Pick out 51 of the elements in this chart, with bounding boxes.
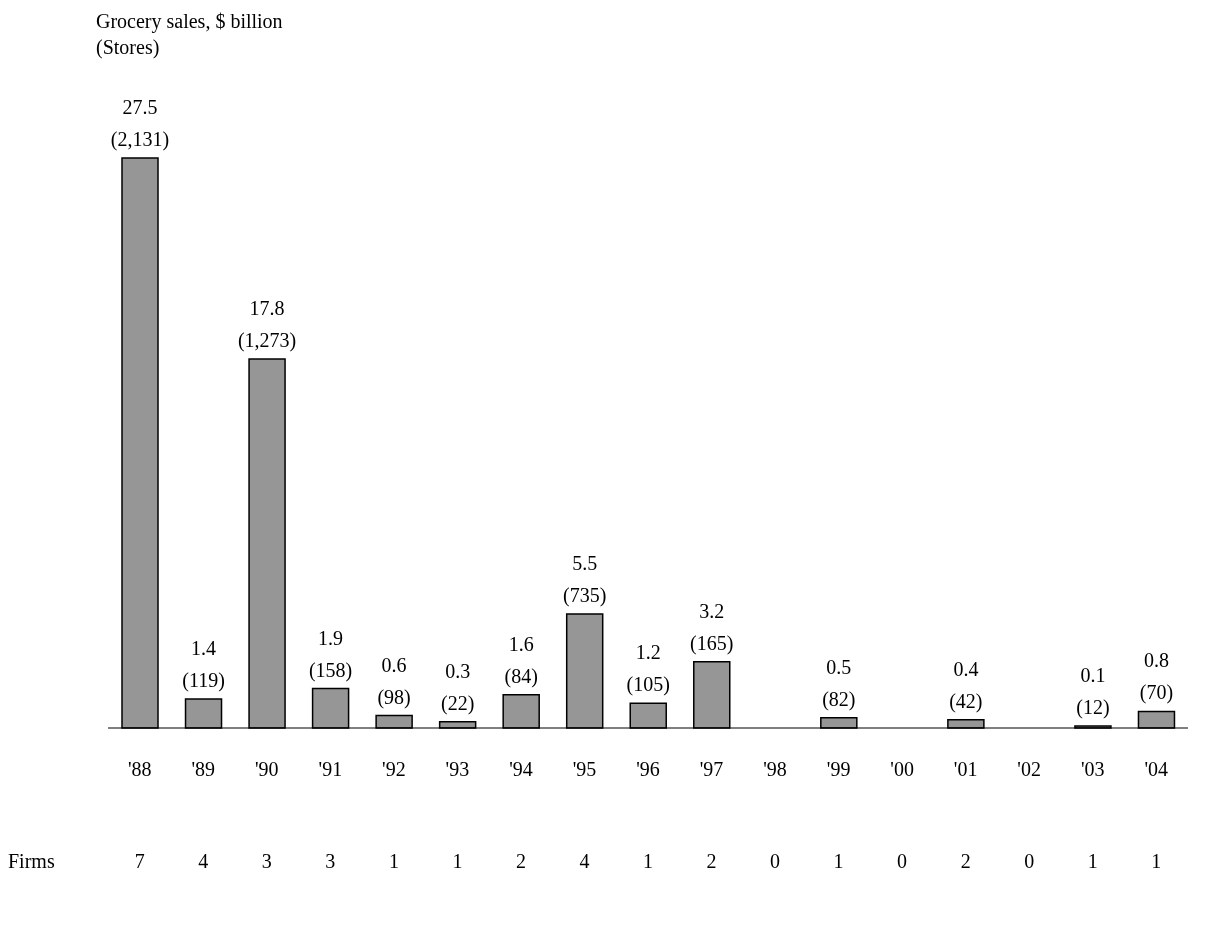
text: 7 [134,850,145,872]
text: 1 [833,850,844,872]
x-tick-label: '93 [445,758,470,781]
text: 4 [579,850,590,872]
data-label: 17.8 (1,273) [237,297,297,353]
x-tick-label: '96 [636,758,660,781]
x-tick-label: '91 [318,758,343,781]
text: 2 [960,850,971,872]
text: 0 [1024,850,1035,872]
data-label: 0.4 (42) [949,657,983,713]
data-label: 0.5 (82) [822,655,856,711]
x-tick-label: '94 [509,758,533,781]
data-label: 1.4 (119) [182,636,225,692]
chart-subtitle: (Stores) [96,35,161,60]
x-tick-label: '98 [763,758,787,781]
x-tick-label: '04 [1144,758,1169,781]
text: Firms [8,850,55,872]
text: 1 [1151,850,1162,872]
x-tick-label: '02 [1017,758,1041,781]
data-label: 5.5 (735) [563,552,607,607]
data-label: 3.2 (165) [690,599,734,655]
text: 2 [706,850,717,872]
data-label: 27.5 (2,131) [110,96,170,151]
data-label: 1.9 (158) [308,626,353,682]
x-tick-label: '90 [255,758,279,781]
text: 1 [643,850,653,872]
data-label: 0.6 (98) [377,653,411,709]
data-label: 0.1 (12) [1076,663,1110,719]
x-tick-label: '00 [890,758,914,781]
x-tick-label: '95 [572,758,597,781]
text: 4 [198,850,209,872]
x-tick-label: '99 [826,758,851,781]
text: 1 [1087,850,1098,872]
data-label: 1.6 (84) [504,632,538,688]
text: 0 [897,850,908,872]
text: 1 [388,850,399,872]
data-label: 0.8 (70) [1139,649,1174,705]
data-label: 1.2 (105) [626,641,670,697]
data-label: 0.3 (22) [440,659,475,715]
x-tick-label: '89 [191,758,216,781]
x-tick-label: '92 [382,758,406,781]
text: 3 [325,850,336,872]
text: 1 [452,850,463,872]
text: 3 [261,850,272,872]
x-tick-label: '03 [1080,758,1105,781]
x-tick-label: '88 [127,758,152,781]
x-tick-label: '01 [953,758,978,781]
text: 2 [515,850,526,872]
x-tick-label: '97 [699,758,724,781]
text: 0 [770,850,781,872]
chart-title: Grocery sales, $ billion [96,9,283,34]
